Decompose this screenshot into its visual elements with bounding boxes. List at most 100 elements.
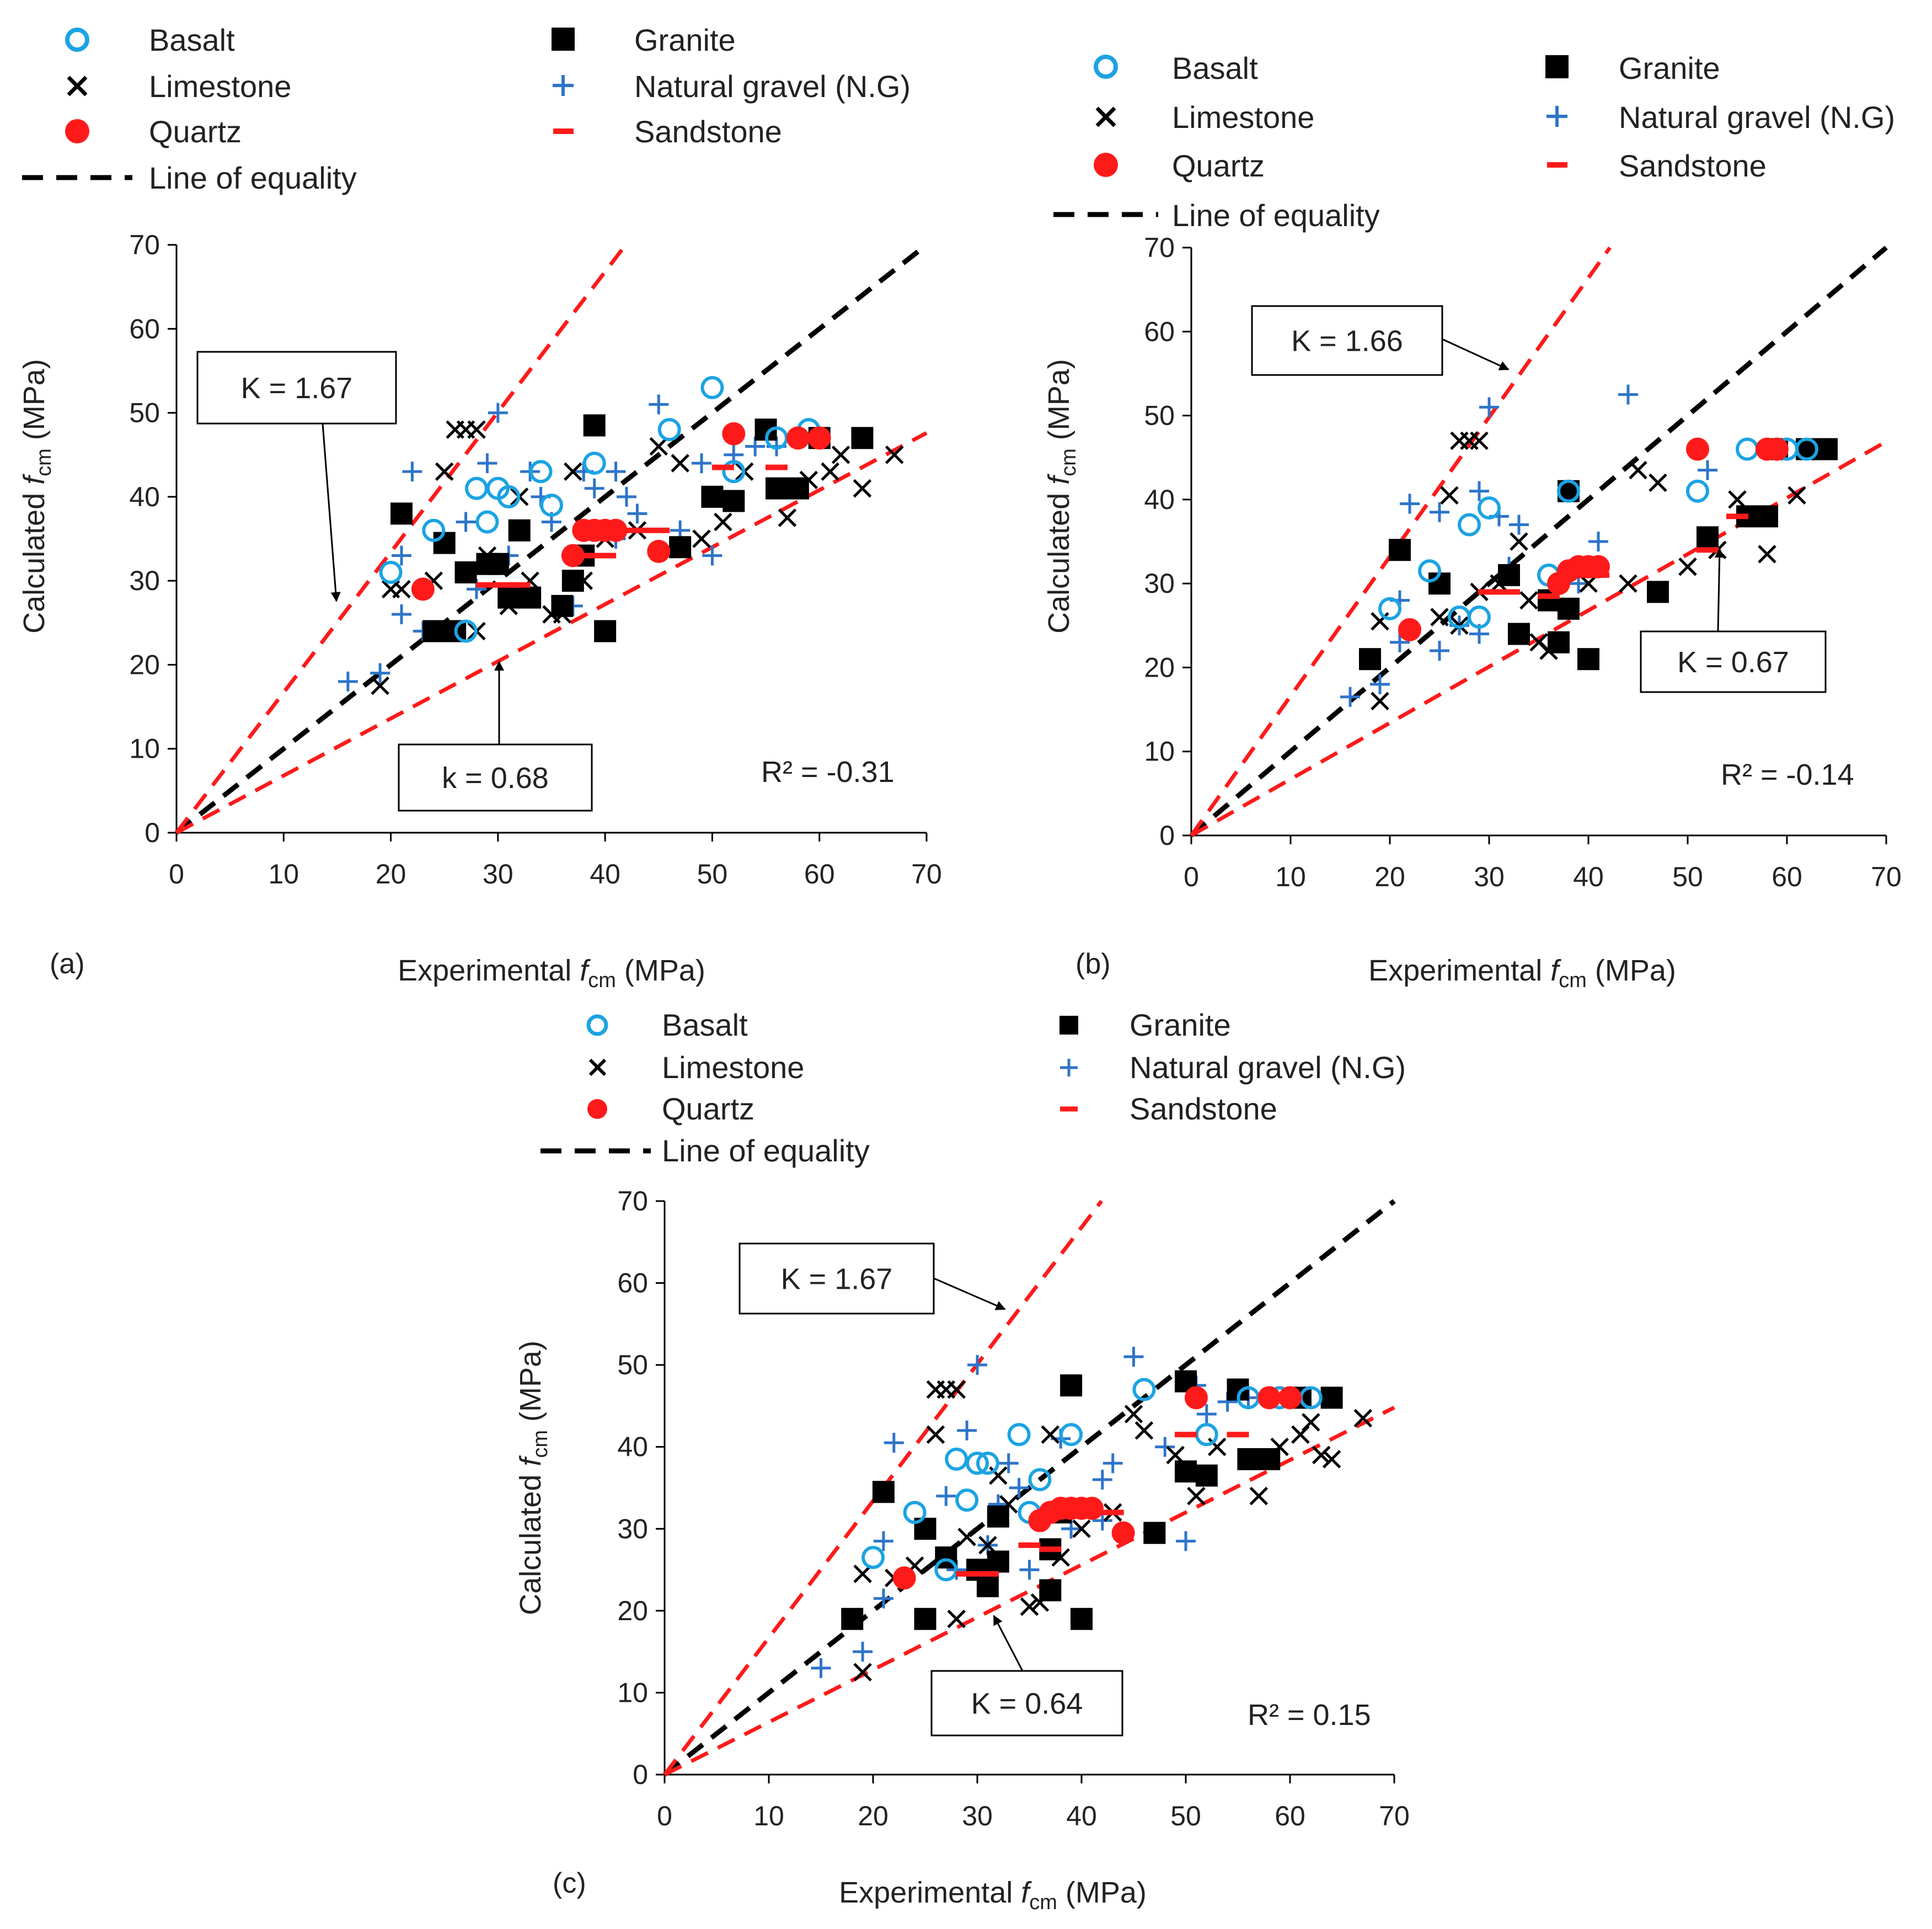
y-axis-title-sub: cm xyxy=(1057,448,1080,476)
x-axis-title-sub: cm xyxy=(588,969,616,992)
granite-point xyxy=(786,477,809,500)
x-tick-label: 10 xyxy=(1275,861,1306,892)
granite-point xyxy=(766,477,788,500)
legend-a: Basalt Granite Limestone Natural gravel … xyxy=(22,23,911,195)
quartz-marker-icon xyxy=(65,119,89,143)
granite-point xyxy=(1577,648,1599,671)
basalt-point xyxy=(465,476,488,500)
r-squared-label: R² = -0.31 xyxy=(761,755,895,789)
y-axis-title-prefix: Calculated xyxy=(1042,485,1075,634)
basalt-point xyxy=(700,376,724,399)
x-tick-label: 50 xyxy=(1672,861,1703,892)
lower-k-box xyxy=(398,743,593,812)
ng-point xyxy=(692,453,711,473)
granite-point xyxy=(669,536,692,559)
ng-point xyxy=(649,394,669,415)
granite-point xyxy=(872,1481,895,1503)
legend-c-basalt: Basalt xyxy=(586,1008,748,1042)
ng-point xyxy=(1092,1470,1112,1490)
x-tick-label: 20 xyxy=(858,1801,889,1831)
scatter-points xyxy=(811,1347,1373,1682)
basalt-point xyxy=(475,510,499,534)
legend-label: Limestone xyxy=(149,69,291,104)
limestone-point xyxy=(1124,1405,1143,1424)
granite-point xyxy=(987,1505,1009,1528)
limestone-point xyxy=(821,462,839,481)
quartz-point xyxy=(1184,1386,1208,1410)
scatter-points xyxy=(338,376,904,695)
quartz-marker-icon xyxy=(587,1099,607,1119)
limestone-point xyxy=(1371,692,1389,711)
basalt-point xyxy=(1028,1468,1052,1492)
granite-point xyxy=(433,532,456,554)
legend-label: Quartz xyxy=(662,1091,754,1126)
quartz-point xyxy=(1765,437,1789,461)
plus-marker-icon xyxy=(1546,106,1567,127)
granite-point xyxy=(1647,581,1669,603)
ng-point xyxy=(488,403,508,423)
x-axis-title-prefix: Experimental xyxy=(839,1876,1021,1909)
limestone-point xyxy=(1728,490,1747,509)
basalt-point xyxy=(945,1448,968,1471)
x-tick-label: 50 xyxy=(1170,1801,1201,1831)
lower-k-label: K = 0.64 xyxy=(971,1687,1083,1721)
y-tick-label: 20 xyxy=(1144,652,1175,683)
legend-label: Natural gravel (N.G) xyxy=(634,69,911,104)
x-axis-title-f: f xyxy=(580,954,591,987)
y-tick-label: 40 xyxy=(617,1432,648,1462)
granite-marker-icon xyxy=(1545,55,1569,78)
ng-point xyxy=(1103,1453,1123,1473)
legend-label: Line of equality xyxy=(1172,198,1380,233)
limestone-point xyxy=(778,508,797,527)
basalt-point xyxy=(1686,479,1709,503)
ng-point xyxy=(884,1433,904,1453)
basalt-point xyxy=(1378,597,1401,620)
upper-k-label: K = 1.67 xyxy=(241,372,353,405)
granite-point xyxy=(987,1550,1009,1573)
quartz-marker-icon xyxy=(1094,153,1118,177)
basalt-point xyxy=(722,460,746,484)
y-axis-title-f: f xyxy=(18,474,51,485)
lower-k-box xyxy=(930,1670,1123,1737)
legend-label: Sandstone xyxy=(634,114,782,149)
ng-point xyxy=(1155,1437,1175,1457)
lower-k-label: k = 0.68 xyxy=(442,762,549,795)
basalt-point xyxy=(497,485,521,508)
upper-k-arrow xyxy=(1442,338,1510,371)
limestone-point xyxy=(1440,486,1459,505)
ng-point xyxy=(1618,384,1638,405)
y-axis-title-unit: (MPa) xyxy=(18,359,51,448)
legend-label: Limestone xyxy=(662,1050,804,1085)
x-axis-title: Experimental fcm (MPa) xyxy=(1368,954,1676,992)
legend-label: Basalt xyxy=(149,23,235,57)
quartz-point xyxy=(1111,1521,1135,1545)
limestone-point xyxy=(1519,591,1538,610)
x-axis-title-f: f xyxy=(1550,954,1561,987)
line-of-equality xyxy=(1190,245,1888,838)
granite-point xyxy=(851,427,874,449)
legend-label: Quartz xyxy=(1172,148,1265,183)
x-axis-title-sub: cm xyxy=(1559,969,1587,992)
legend-c-quartz: Quartz xyxy=(587,1091,754,1126)
y-tick-label: 50 xyxy=(1144,400,1175,431)
limestone-point xyxy=(1787,486,1806,505)
limestone-point xyxy=(371,676,389,695)
granite-point xyxy=(497,586,520,609)
basalt-point xyxy=(1736,437,1759,461)
granite-point xyxy=(1237,1448,1260,1470)
quartz-point xyxy=(411,577,435,601)
ng-point xyxy=(1509,515,1529,535)
granite-point xyxy=(594,620,617,642)
limestone-point xyxy=(1072,1519,1091,1539)
ng-point xyxy=(1009,1478,1029,1498)
ng-point xyxy=(606,462,626,482)
x-tick-label: 20 xyxy=(376,859,406,890)
basalt-point xyxy=(1468,606,1491,629)
granite-point xyxy=(1696,526,1719,549)
y-axis-title-sub: cm xyxy=(33,448,56,476)
limestone-marker-icon xyxy=(67,76,88,97)
ng-point xyxy=(873,1588,893,1609)
upper-k-box xyxy=(196,351,397,425)
basalt-point xyxy=(379,560,403,584)
